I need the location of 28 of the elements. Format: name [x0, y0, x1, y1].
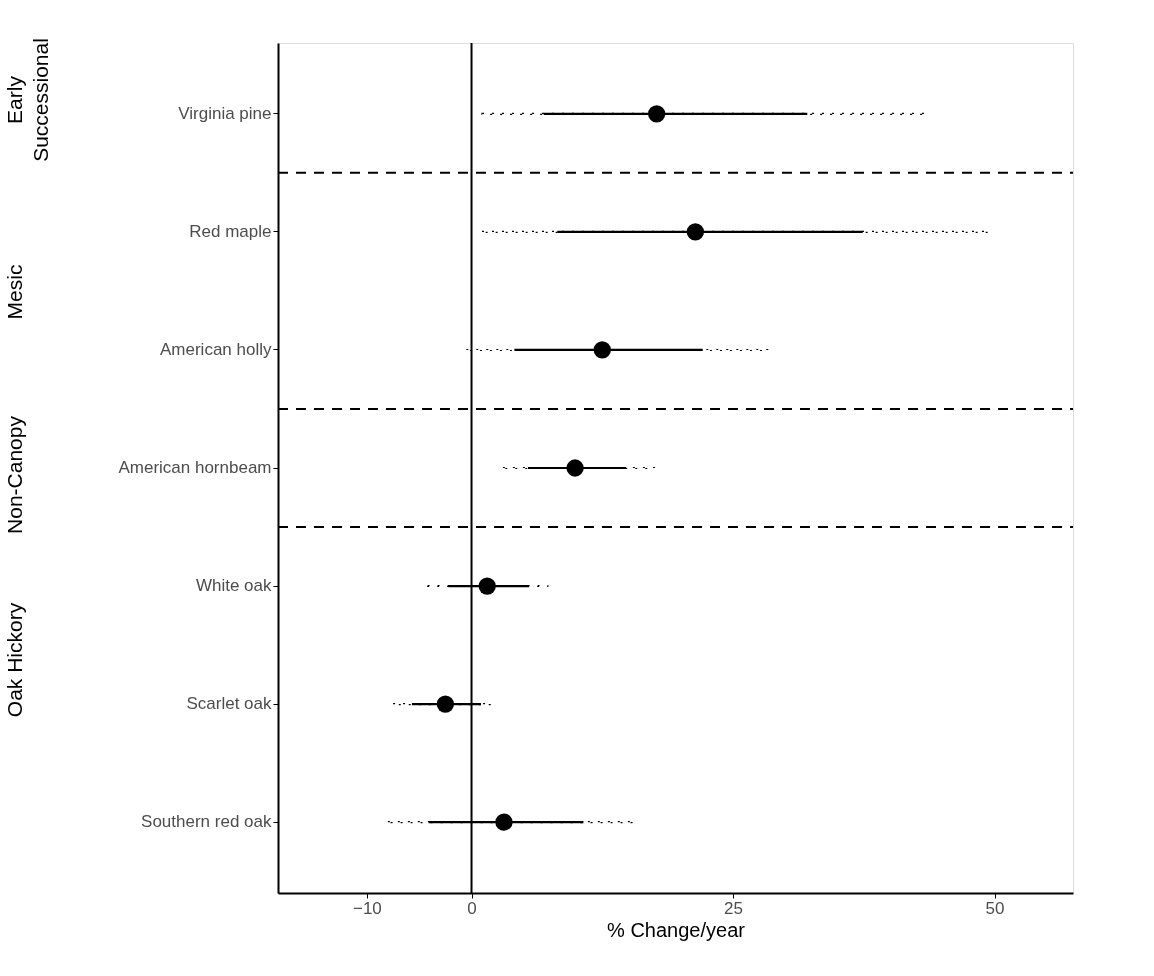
- y-tick-label: Virginia pine: [178, 103, 272, 123]
- point: [495, 813, 513, 831]
- x-tick-label: −10: [352, 898, 382, 918]
- y-tick-label: White oak: [195, 576, 272, 596]
- point: [648, 105, 666, 123]
- y-tick-label: American hornbeam: [118, 458, 272, 477]
- text: Mesic: [3, 264, 26, 320]
- bar: [502, 466, 656, 470]
- text: Non-Canopy: [3, 415, 26, 534]
- x-axis-title: % Change/year: [607, 918, 746, 941]
- y-tick-label: Red maple: [189, 221, 272, 241]
- y-tick-label: Scarlet oak: [186, 694, 272, 714]
- point: [593, 341, 611, 359]
- bar: [387, 821, 636, 824]
- bar: [392, 703, 492, 706]
- point: [478, 577, 496, 595]
- x-tick-label: 25: [724, 898, 743, 918]
- point: [436, 695, 455, 713]
- bar: [481, 230, 990, 233]
- point: [566, 459, 584, 477]
- x-tick-label: 0: [467, 898, 477, 918]
- text: Early Successional: [3, 38, 52, 162]
- bar: [427, 585, 549, 588]
- text: Oak Hickory: [3, 602, 26, 718]
- y-tick-label: Southern red oak: [141, 812, 272, 832]
- x-tick-label: 50: [985, 898, 1005, 918]
- point: [686, 223, 705, 241]
- y-tick-label: American holly: [160, 339, 272, 359]
